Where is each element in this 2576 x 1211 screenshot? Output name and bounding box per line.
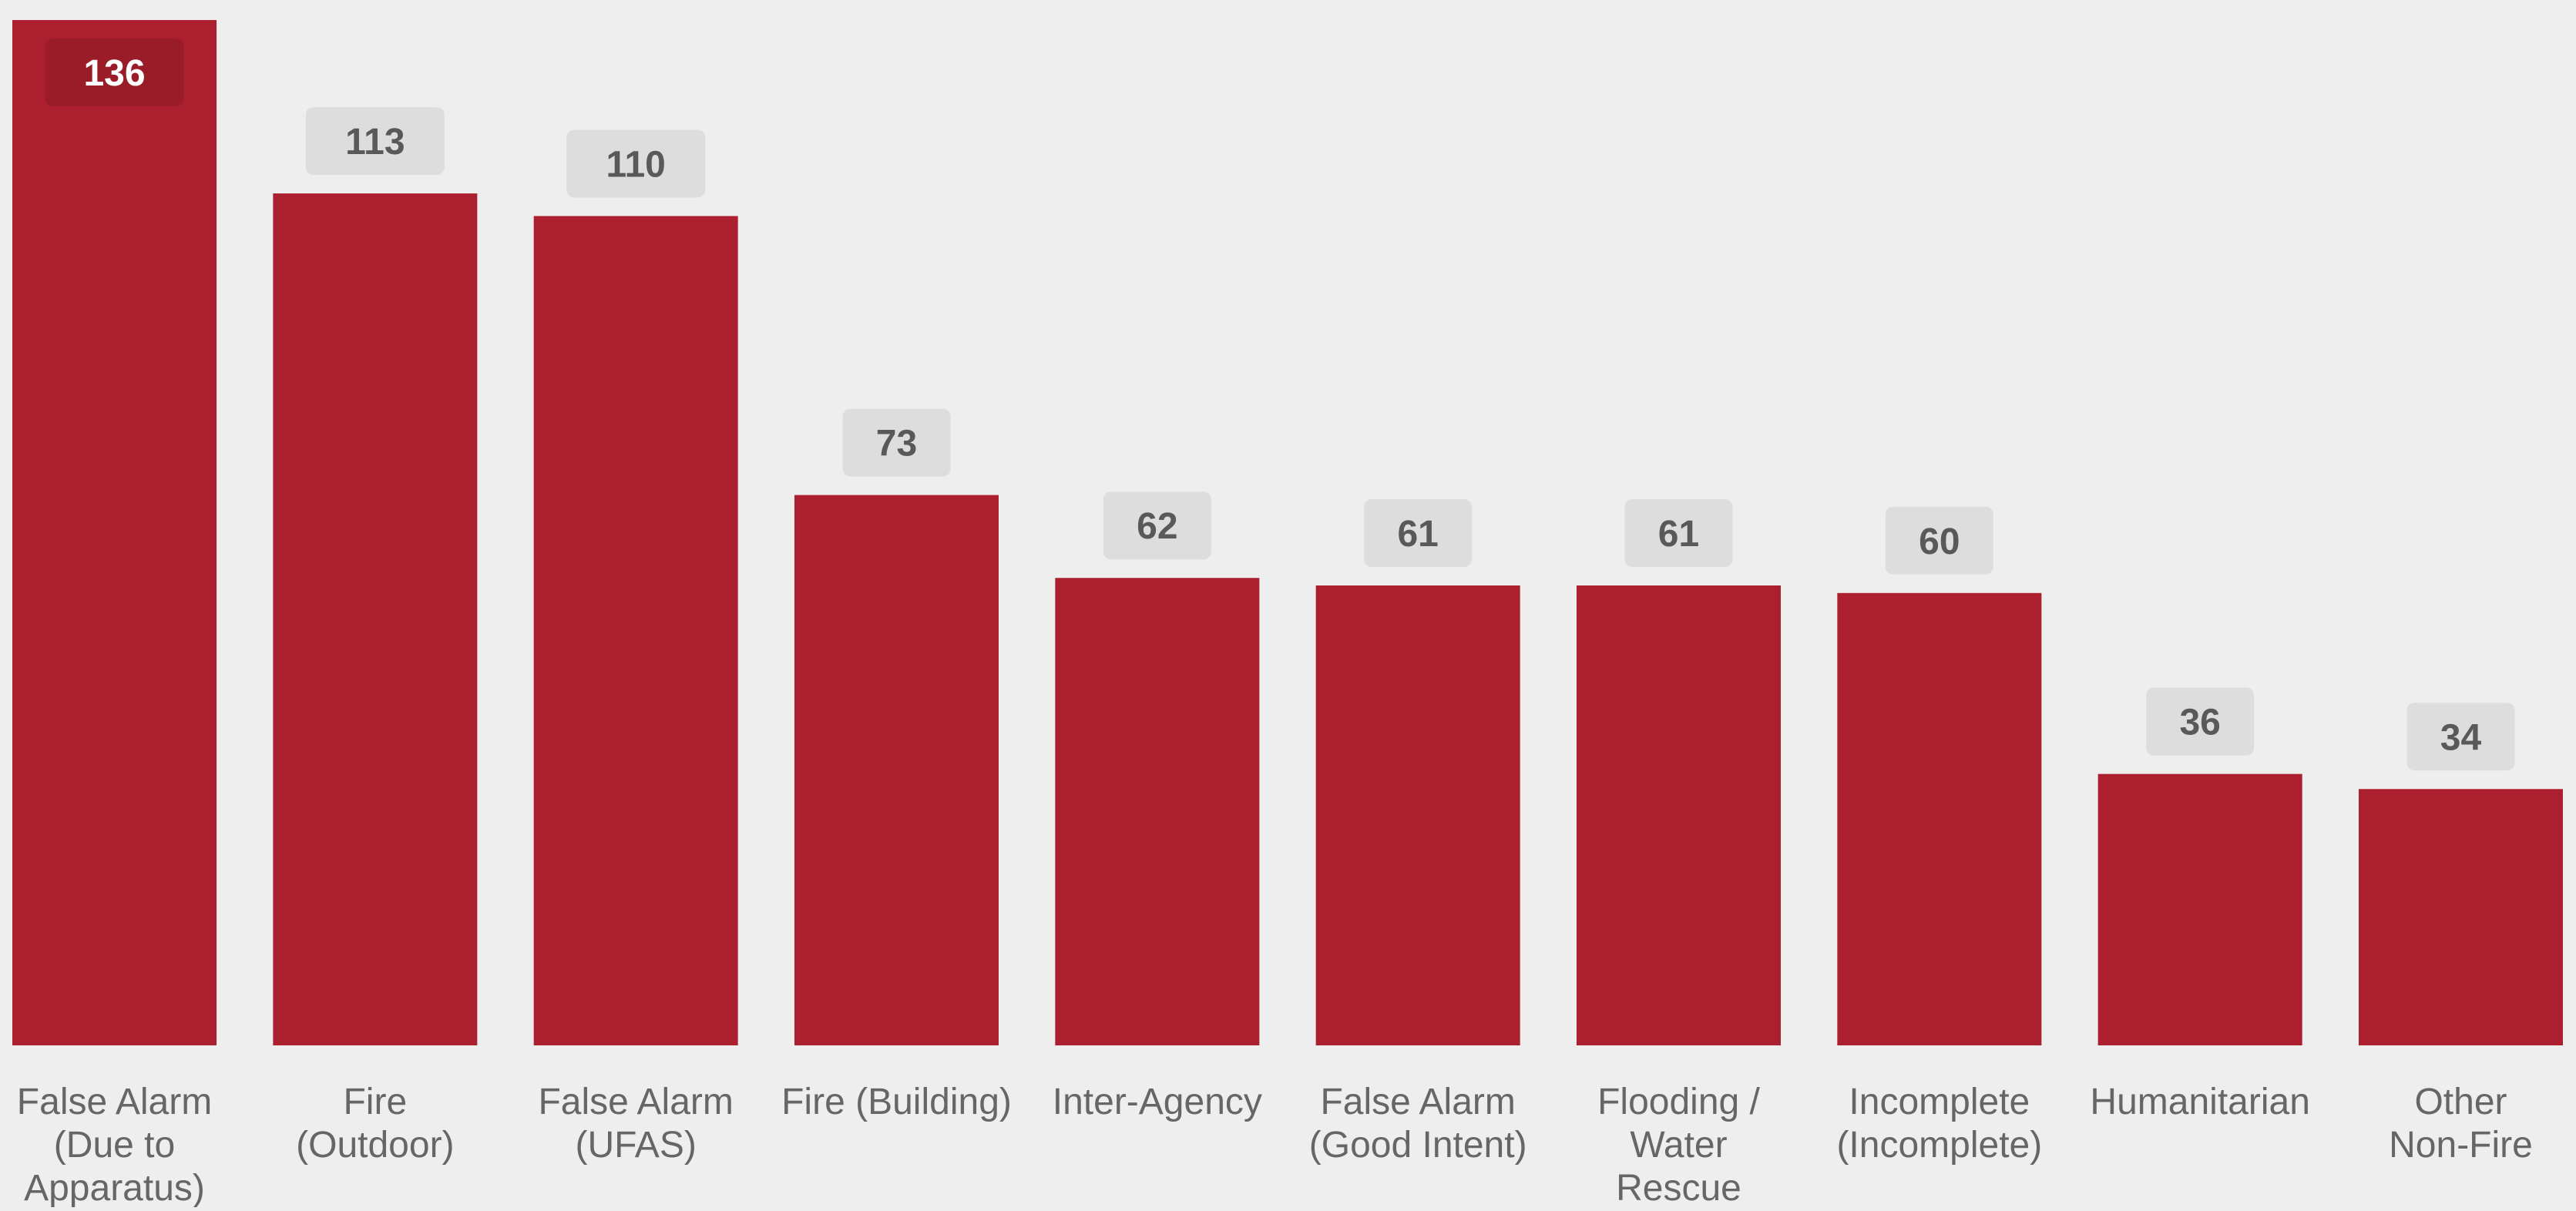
data-label: 113 [345, 122, 405, 163]
x-tick-label-line: Fire (Building) [781, 1082, 1012, 1122]
x-tick-label: Inter-Agency [1053, 1082, 1262, 1122]
data-label: 36 [2179, 703, 2220, 743]
x-tick-label-line: (Due to [54, 1125, 175, 1166]
data-label-badge [842, 408, 951, 477]
x-tick-label: Incomplete (Incomplete) [1836, 1082, 2042, 1166]
x-tick-label-line: Incomplete [1849, 1082, 2030, 1122]
x-tick-label-line: False Alarm [1320, 1082, 1515, 1122]
x-tick-label: Fire (Outdoor) [296, 1082, 454, 1166]
bar [273, 193, 478, 1045]
x-tick-label-line: Rescue [1616, 1168, 1741, 1207]
data-label: 61 [1397, 514, 1438, 555]
x-tick-label-line: Flooding / [1597, 1082, 1760, 1122]
data-label: 136 [83, 53, 145, 94]
data-label: 60 [1919, 522, 1960, 562]
x-tick-label-line: Apparatus) [24, 1168, 205, 1207]
bar [12, 20, 217, 1045]
data-label-badge [1103, 491, 1211, 560]
data-label-badge [45, 39, 184, 106]
x-tick-label: False Alarm (Good Intent) [1309, 1082, 1527, 1166]
bar [2097, 773, 2302, 1045]
bar [1837, 592, 2042, 1045]
x-tick-label: Flooding / Water Rescue [1597, 1082, 1760, 1207]
x-tick-label-line: Non-Fire [2389, 1125, 2533, 1166]
data-label: 110 [606, 144, 665, 185]
bar [1577, 585, 1781, 1045]
data-label: 62 [1137, 506, 1177, 547]
x-tick-label: Humanitarian [2090, 1082, 2309, 1122]
x-tick-label: Fire (Building) [781, 1082, 1012, 1122]
x-tick-label: False Alarm (UFAS) [538, 1082, 733, 1166]
data-label: 61 [1658, 514, 1699, 555]
data-label-badge [1624, 499, 1733, 568]
x-tick-label-line: (Outdoor) [296, 1125, 454, 1166]
x-tick-label-line: False Alarm [17, 1082, 212, 1122]
x-tick-label-line: (Incomplete) [1836, 1125, 2042, 1166]
data-label: 34 [2440, 717, 2482, 758]
bar [1315, 585, 1520, 1045]
data-label-badge [2406, 703, 2515, 771]
x-tick-label-line: Other [2414, 1082, 2507, 1122]
x-tick-label-line: Inter-Agency [1053, 1082, 1262, 1122]
bar [794, 495, 999, 1045]
data-label-badge [2146, 687, 2255, 756]
x-tick-label-line: Water [1630, 1125, 1727, 1166]
x-tick-label-line: Humanitarian [2090, 1082, 2309, 1122]
x-tick-label-line: Fire [343, 1082, 407, 1122]
x-tick-label: False Alarm (Due to Apparatus) [17, 1082, 212, 1207]
x-tick-label-line: (UFAS) [575, 1125, 696, 1166]
x-tick-label-line: (Good Intent) [1309, 1125, 1527, 1166]
bar [533, 216, 738, 1046]
x-tick-label-line: False Alarm [538, 1082, 733, 1122]
data-label-badge [305, 107, 445, 176]
data-label-badge [1885, 506, 1993, 575]
bar [1055, 578, 1260, 1045]
x-tick-label: Other Non-Fire [2389, 1082, 2533, 1166]
data-label-badge [566, 129, 706, 198]
data-label: 73 [876, 424, 917, 465]
data-label-badge [1364, 499, 1473, 568]
bar [2359, 789, 2563, 1045]
